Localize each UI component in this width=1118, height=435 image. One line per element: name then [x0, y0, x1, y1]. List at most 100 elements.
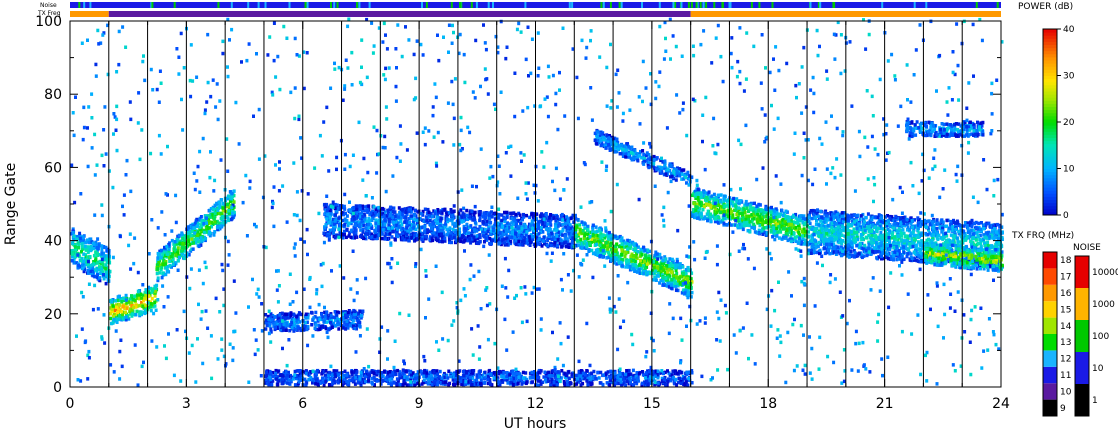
echo-cell [391, 228, 395, 232]
echo-cell [445, 233, 449, 237]
echo-cell [568, 226, 572, 231]
echo-cell [690, 214, 694, 218]
echo-cell [591, 232, 595, 237]
echo-cell [224, 209, 228, 214]
echo-cell [758, 223, 762, 228]
noise-speck [705, 2, 708, 8]
echo-cell [364, 236, 368, 241]
echo-cell [498, 231, 502, 235]
echo-cell [738, 211, 742, 215]
echo-cell [281, 325, 285, 329]
echo-cell [183, 246, 187, 250]
echo-cell [492, 228, 495, 233]
echo-cell [666, 260, 670, 264]
echo-cell [706, 218, 710, 222]
echo-cell [779, 212, 783, 216]
echo-cell [762, 210, 766, 215]
echo-cell [314, 323, 318, 327]
echo-cell [578, 223, 582, 227]
echo-cell [73, 245, 77, 249]
echo-cell [204, 214, 208, 218]
echo-cell [399, 225, 403, 230]
echo-cell [701, 207, 705, 212]
echo-cell [699, 193, 703, 197]
echo-cell [566, 226, 570, 230]
echo-cell [102, 251, 105, 256]
echo-cell [115, 305, 118, 309]
echo-cell [348, 231, 352, 235]
echo-cell [628, 264, 632, 269]
echo-cell [328, 221, 331, 225]
echo-cell [106, 275, 110, 279]
echo-cell [265, 318, 268, 322]
echo-cell [82, 259, 86, 264]
echo-cell [685, 275, 689, 279]
echo-cell [598, 254, 602, 259]
echo-cell [77, 245, 80, 250]
echo-cell [451, 227, 455, 232]
echo-cell [78, 231, 82, 236]
echo-cell [356, 319, 360, 323]
noise-speck [83, 2, 86, 8]
echo-cell [664, 257, 668, 261]
echo-cell [839, 245, 843, 249]
echo-cell [267, 317, 271, 321]
echo-cell [590, 230, 594, 235]
echo-cell [82, 238, 86, 243]
echo-cell [630, 145, 634, 149]
echo-cell [784, 209, 788, 213]
echo-cell [391, 213, 395, 218]
echo-cell [623, 148, 627, 153]
echo-cell [503, 210, 506, 215]
echo-cell [790, 237, 794, 241]
echo-cell [591, 251, 595, 256]
echo-cell [669, 261, 673, 266]
echo-cell [770, 208, 774, 212]
echo-cell [381, 212, 385, 216]
echo-cell [394, 231, 398, 235]
echo-cell [722, 197, 726, 201]
echo-cell [128, 297, 132, 301]
echo-cell [593, 251, 597, 255]
echo-cell [133, 313, 137, 317]
echo-cell [482, 213, 486, 217]
echo-cell [524, 241, 528, 245]
echo-cell [663, 159, 667, 163]
echo-cell [443, 207, 447, 212]
echo-cell [620, 242, 624, 246]
echo-cell [72, 234, 76, 238]
echo-cell [468, 215, 471, 219]
echo-cell [647, 153, 651, 157]
echo-cell [143, 311, 147, 316]
echo-cell [574, 243, 578, 248]
echo-cell [731, 203, 735, 208]
echo-cell [405, 206, 409, 211]
echo-cell [616, 147, 620, 151]
echo-cell [640, 252, 644, 257]
echo-cell [195, 235, 199, 240]
echo-cell [775, 234, 779, 238]
echo-cell [767, 206, 771, 210]
echo-cell [625, 259, 628, 264]
echo-cell [477, 241, 481, 246]
echo-cell [122, 310, 126, 315]
echo-cell [529, 233, 533, 237]
echo-cell [404, 210, 408, 215]
echo-cell [641, 268, 645, 273]
echo-cell [591, 225, 595, 230]
echo-cell [665, 283, 669, 288]
echo-cell [639, 251, 643, 255]
echo-cell [475, 234, 479, 238]
echo-cell [271, 320, 275, 325]
echo-cell [154, 308, 158, 312]
echo-cell [785, 228, 789, 232]
echo-cell [736, 210, 740, 215]
echo-cell [687, 268, 691, 273]
echo-cell [463, 226, 467, 231]
echo-cell [440, 232, 443, 236]
echo-cell [95, 269, 99, 273]
echo-cell [352, 206, 356, 210]
echo-cell [786, 215, 790, 219]
echo-cell [935, 234, 938, 238]
echo-cell [121, 312, 125, 317]
